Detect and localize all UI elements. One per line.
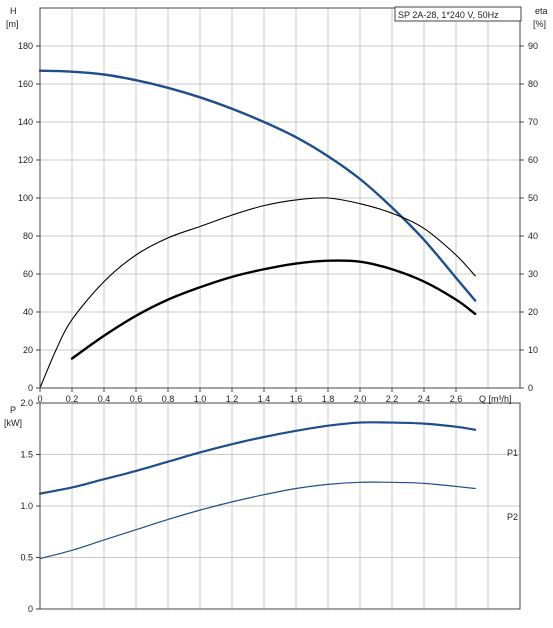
x-tick-label: 0	[37, 394, 42, 404]
y-right-label-line2: [%]	[533, 19, 546, 29]
series-label-p2: P2	[507, 512, 518, 522]
p-tick-label: 1.5	[20, 450, 33, 460]
x-tick-label: 1.8	[322, 394, 335, 404]
y-right-tick-label: 90	[528, 41, 538, 51]
p-tick-label: 2.0	[20, 398, 33, 408]
p-tick-label: 0	[28, 604, 33, 614]
x-tick-label: 0.4	[98, 394, 111, 404]
series-layer	[38, 69, 477, 560]
y-right-tick-label: 70	[528, 117, 538, 127]
chart-title: SP 2A-28, 1*240 V, 50Hz	[398, 10, 499, 20]
y-left-tick-label: 120	[18, 155, 33, 165]
y-left-label-line2: [m]	[6, 19, 19, 29]
p-label-line1: P	[10, 405, 16, 415]
x-tick-label: 0.2	[66, 394, 79, 404]
y-right-tick-label: 20	[528, 307, 538, 317]
p-tick-label: 0.5	[20, 553, 33, 563]
y-right-tick-label: 10	[528, 345, 538, 355]
x-tick-label: 2.4	[418, 394, 431, 404]
p-label-line2: [kW]	[4, 418, 22, 428]
p-tick-label: 1.0	[20, 501, 33, 511]
series-line-eta	[39, 197, 476, 389]
series-line-eta-pump	[70, 259, 477, 360]
y-left-tick-label: 80	[23, 231, 33, 241]
x-tick-label: 2.6	[450, 394, 463, 404]
y-right-tick-label: 60	[528, 155, 538, 165]
x-tick-label: 0.8	[162, 394, 175, 404]
y-left-tick-label: 140	[18, 117, 33, 127]
axis-layer: 0 20 40 60 80 100 120 140 160 180 0 10 20 30 40 50 60 70 8…	[18, 7, 538, 614]
y-right-tick-label: 40	[528, 231, 538, 241]
y-right-label-line1: eta	[535, 6, 548, 16]
x-tick-label: 1.2	[226, 394, 239, 404]
y-right-tick-label: 30	[528, 269, 538, 279]
y-left-tick-label: 100	[18, 193, 33, 203]
series-line-p1	[38, 421, 477, 495]
x-tick-label: 1.4	[258, 394, 271, 404]
x-tick-label: 2.2	[386, 394, 399, 404]
title-box	[394, 6, 522, 22]
y-right-tick-label: 0	[528, 383, 533, 393]
y-left-label-line1: H	[10, 6, 17, 16]
x-tick-label: 2.0	[354, 394, 367, 404]
top-panel-grid	[40, 8, 520, 388]
series-line-p2	[39, 481, 476, 560]
x-tick-label: 1.6	[290, 394, 303, 404]
y-right-tick-label: 80	[528, 79, 538, 89]
series-line-h	[38, 69, 477, 302]
series-label-p1: P1	[507, 448, 518, 458]
x-axis-label: Q [m³/h]	[479, 394, 512, 404]
x-tick-label: 0.6	[130, 394, 143, 404]
y-left-tick-label: 0	[28, 383, 33, 393]
y-left-tick-label: 60	[23, 269, 33, 279]
y-left-tick-label: 180	[18, 41, 33, 51]
y-left-tick-label: 20	[23, 345, 33, 355]
y-right-tick-label: 50	[528, 193, 538, 203]
x-tick-label: 1.0	[194, 394, 207, 404]
y-left-tick-label: 40	[23, 307, 33, 317]
y-left-tick-label: 160	[18, 79, 33, 89]
